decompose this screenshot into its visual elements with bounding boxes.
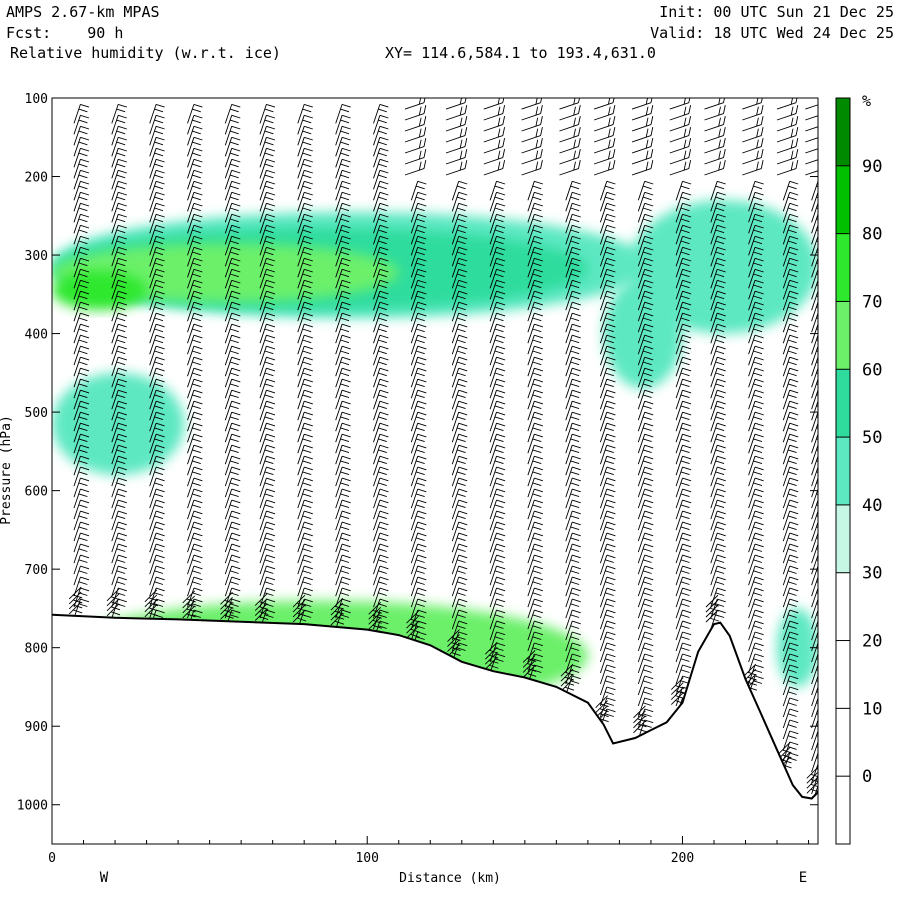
y-tick-label-7: 800 — [25, 642, 48, 657]
y-tick-label-0: 100 — [25, 92, 48, 107]
y-axis: 100 200 300 400 500 600 700 800 900 1000 — [17, 92, 818, 814]
barb-column-4 — [220, 103, 241, 630]
colorbar-label-2: 20 — [862, 632, 882, 652]
colorbar-label-6: 60 — [862, 360, 882, 380]
west-label: W — [100, 870, 109, 886]
colorbar-segment-8 — [836, 233, 850, 302]
colorbar-segment-3 — [836, 572, 850, 641]
colorbar-label-4: 40 — [862, 496, 882, 516]
barb-column-3 — [182, 103, 203, 630]
model-title: AMPS 2.67-km MPAS — [6, 3, 160, 21]
forecast-hour: Fcst: 90 h — [6, 24, 124, 42]
rh-colorbar: 0 10 20 30 40 50 60 70 80 90% — [835, 92, 882, 845]
y-axis-label: Pressure (hPa) — [0, 415, 14, 525]
x-axis-label: Distance (km) — [399, 871, 501, 886]
x-axis: 0 100 200 — [48, 836, 810, 866]
barb-column-11 — [483, 98, 506, 674]
terrain-layer — [52, 613, 818, 844]
colorbar-segment-0 — [836, 776, 850, 844]
colorbar-label-3: 30 — [862, 564, 882, 584]
y-tick-label-4: 500 — [25, 406, 48, 421]
y-tick-label-5: 600 — [25, 485, 48, 500]
rh-region-3 — [52, 270, 147, 311]
barb-column-14 — [593, 98, 616, 729]
x-tick-label-1: 100 — [355, 851, 378, 866]
barb-column-1 — [106, 103, 127, 619]
colorbar-segment-7 — [836, 301, 850, 370]
y-tick-label-8: 900 — [25, 720, 48, 735]
y-tick-label-9: 1000 — [17, 799, 48, 814]
rh-region-6 — [628, 200, 818, 334]
terrain-line — [52, 613, 818, 800]
barb-column-17 — [704, 98, 726, 630]
colorbar-label-5: 50 — [862, 428, 882, 448]
barb-column-8 — [368, 103, 389, 641]
barb-column-7 — [330, 103, 351, 630]
colorbar-frame — [835, 97, 851, 845]
plot-frame — [51, 97, 819, 845]
x-tick-label-2: 200 — [671, 851, 694, 866]
barb-column-15 — [631, 98, 654, 740]
colorbar-unit: % — [862, 92, 871, 110]
colorbar-segment-4 — [836, 504, 850, 573]
colorbar-label-9: 90 — [862, 157, 882, 177]
colorbar-segment-9 — [836, 165, 850, 234]
barb-column-18 — [742, 98, 764, 696]
barb-column-13 — [559, 98, 581, 696]
field-name: Relative humidity (w.r.t. ice) — [10, 44, 281, 62]
y-tick-label-1: 200 — [25, 171, 48, 186]
barb-column-6 — [292, 103, 313, 630]
colorbar-label-0: 0 — [862, 767, 872, 787]
colorbar-label-8: 80 — [862, 225, 882, 245]
y-tick-label-6: 700 — [25, 563, 48, 578]
colorbar-segment-10 — [836, 98, 850, 166]
colorbar-label-1: 10 — [862, 699, 882, 719]
barb-column-0 — [68, 103, 90, 619]
x-tick-label-0: 0 — [48, 851, 56, 866]
barb-column-20 — [805, 104, 818, 806]
colorbar-label-7: 70 — [862, 292, 882, 312]
y-tick-label-3: 400 — [25, 328, 48, 343]
colorbar-segment-6 — [836, 369, 850, 438]
y-tick-label-2: 300 — [25, 249, 48, 264]
barb-column-16 — [669, 98, 692, 718]
ground-mask — [52, 614, 818, 844]
barb-column-12 — [521, 98, 544, 685]
barb-column-19 — [776, 98, 799, 773]
barb-column-2 — [144, 103, 165, 630]
barb-column-10 — [445, 98, 468, 663]
init-time: Init: 00 UTC Sun 21 Dec 25 — [659, 3, 894, 21]
barb-column-9 — [404, 98, 427, 652]
colorbar-segment-1 — [836, 708, 850, 777]
valid-time: Valid: 18 UTC Wed 24 Dec 25 — [650, 24, 894, 42]
east-label: E — [799, 870, 807, 886]
cross-section-coords: XY= 114.6,584.1 to 193.4,631.0 — [385, 44, 656, 62]
colorbar-segment-5 — [836, 437, 850, 505]
barb-column-5 — [254, 103, 276, 630]
colorbar-segment-2 — [836, 640, 850, 709]
